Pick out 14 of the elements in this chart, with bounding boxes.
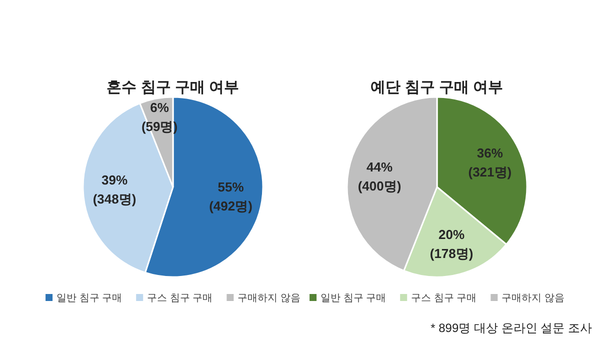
chart-title: 혼수 침구 구매 여부 <box>106 79 240 96</box>
legend-label: 구스 침구 구매 <box>411 293 477 304</box>
legend-label: 일반 침구 구매 <box>320 293 386 304</box>
legend-label: 구매하지 않음 <box>502 293 564 304</box>
data-label: 39% (348명) <box>92 172 136 206</box>
text: * 899명 대상 온라인 설문 조사 <box>430 321 592 335</box>
data-label: 20% (178명) <box>430 227 474 262</box>
data-label: 55% (492명) <box>209 180 252 214</box>
legend-label: 구매하지 않음 <box>238 293 300 304</box>
legend-label: 구스 침구 구매 <box>147 293 213 304</box>
legend-label: 일반 침구 구매 <box>56 293 122 304</box>
data-label: 36% (321명) <box>468 146 512 180</box>
chart-title: 예단 침구 구매 여부 <box>370 79 504 96</box>
data-label: 44% (400명) <box>358 160 402 194</box>
